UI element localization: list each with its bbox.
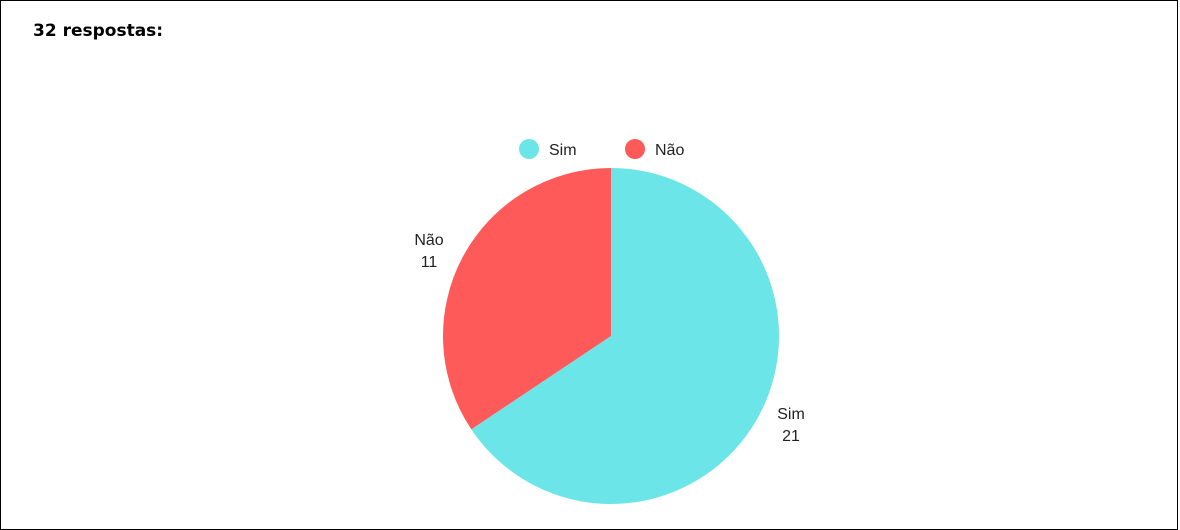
slice-label-sim-name: Sim: [777, 406, 805, 423]
responses-count-heading: 32 respostas:: [33, 21, 164, 41]
slice-label-nao-name: Não: [414, 232, 443, 249]
pie-slice-sim[interactable]: [471, 168, 779, 504]
legend-item-sim[interactable]: Sim: [519, 139, 577, 159]
legend-swatch-nao: [625, 139, 645, 159]
pie-slice-nao[interactable]: [443, 168, 611, 430]
legend: Sim Não: [519, 139, 684, 159]
legend-item-nao[interactable]: Não: [625, 139, 684, 159]
legend-label-nao: Não: [655, 142, 684, 159]
legend-label-sim: Sim: [549, 142, 577, 159]
slice-label-nao: Não 11: [414, 232, 443, 271]
legend-swatch-sim: [519, 139, 539, 159]
slice-label-sim-value: 21: [782, 428, 800, 445]
slice-label-nao-value: 11: [421, 254, 438, 271]
slice-label-sim: Sim 21: [777, 406, 805, 445]
pie-slices: [443, 168, 779, 504]
